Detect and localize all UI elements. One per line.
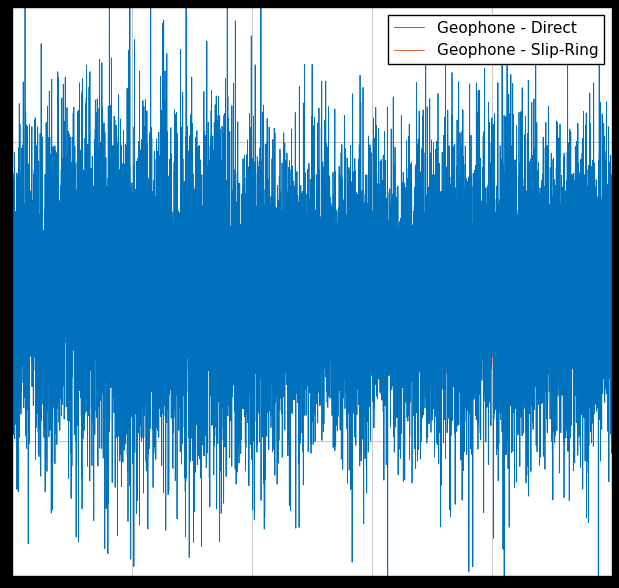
Geophone - Slip-Ring [104, 175, 111, 182]
Geophone - Direct [577, 253, 584, 260]
Geophone - Slip-Ring [608, 323, 616, 330]
Geophone - Slip-Ring [12, 339, 19, 346]
Geophone - Direct [126, 293, 134, 300]
Geophone - Slip-Ring [33, 292, 41, 299]
Geophone - Direct [45, 324, 52, 331]
Geophone - Slip-Ring [126, 259, 134, 266]
Geophone - Slip-Ring [302, 320, 310, 328]
Geophone - Direct [302, 241, 310, 248]
Geophone - Direct [608, 235, 616, 242]
Geophone - Slip-Ring [9, 240, 16, 247]
Geophone - Direct [12, 342, 19, 349]
Geophone - Slip-Ring [45, 232, 52, 239]
Legend: Geophone - Direct, Geophone - Slip-Ring: Geophone - Direct, Geophone - Slip-Ring [387, 15, 604, 65]
Line: Geophone - Slip-Ring: Geophone - Slip-Ring [12, 178, 612, 399]
Geophone - Slip-Ring [577, 256, 584, 263]
Geophone - Direct [9, 250, 16, 258]
Geophone - Slip-Ring [227, 395, 235, 402]
Line: Geophone - Direct: Geophone - Direct [12, 0, 612, 588]
Geophone - Direct [33, 261, 41, 268]
